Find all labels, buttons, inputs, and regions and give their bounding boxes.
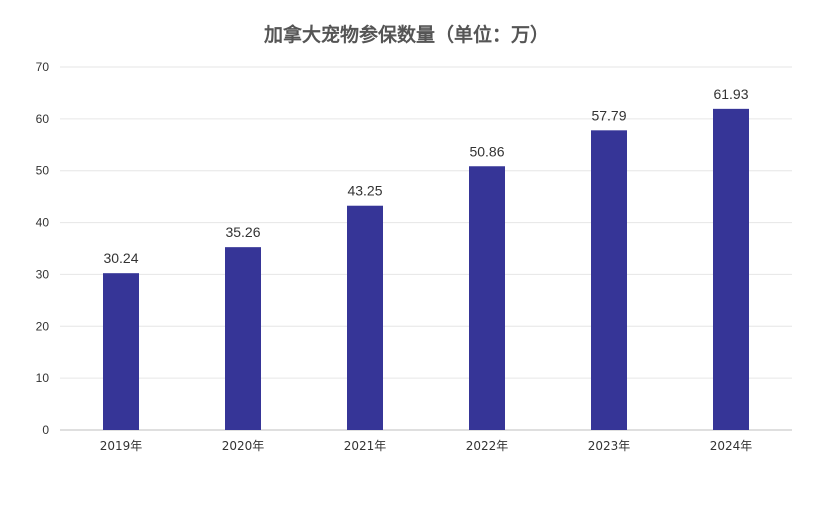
y-tick-label: 70 (36, 60, 50, 74)
y-tick-label: 50 (36, 164, 50, 178)
data-label: 35.26 (225, 224, 260, 240)
bars (103, 108, 749, 430)
bar (225, 247, 261, 430)
data-label: 30.24 (103, 250, 138, 266)
x-axis: 2019年 2020年 2021年 2022年 2023年 2024年 (100, 439, 753, 453)
y-tick-label: 30 (36, 267, 50, 281)
x-tick-label: 2021年 (344, 439, 387, 453)
x-tick-label: 2019年 (100, 439, 143, 453)
bar (591, 130, 627, 430)
data-label: 57.79 (591, 107, 626, 123)
chart-title: 加拿大宠物参保数量（单位：万） (263, 24, 549, 46)
bar (469, 166, 505, 430)
y-tick-label: 0 (42, 423, 49, 437)
data-label: 61.93 (713, 86, 748, 102)
x-tick-label: 2024年 (710, 439, 753, 453)
x-tick-label: 2023年 (588, 439, 631, 453)
bar (347, 205, 383, 430)
y-tick-label: 60 (36, 112, 50, 126)
y-axis: 0 10 20 30 40 50 60 70 (36, 60, 50, 437)
y-tick-label: 40 (36, 216, 50, 230)
x-tick-label: 2020年 (222, 439, 265, 453)
data-labels: 30.24 35.26 43.25 50.86 57.79 61.93 (103, 86, 748, 266)
bar (103, 273, 139, 430)
y-tick-label: 20 (36, 319, 50, 333)
bar (713, 108, 749, 430)
x-tick-label: 2022年 (466, 439, 509, 453)
gridlines (60, 66, 792, 431)
data-label: 43.25 (347, 183, 382, 199)
data-label: 50.86 (469, 143, 504, 159)
y-tick-label: 10 (36, 371, 50, 385)
